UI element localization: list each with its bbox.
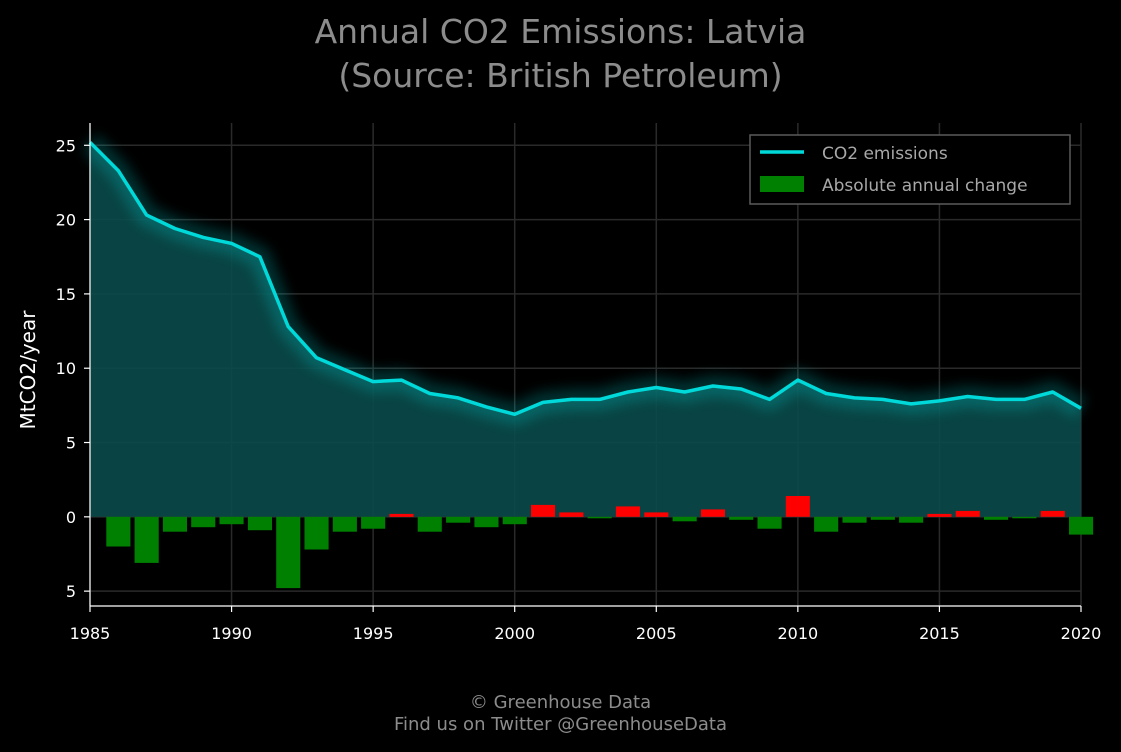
y-tick-label-20: 20: [56, 211, 76, 230]
footer: © Greenhouse Data Find us on Twitter @Gr…: [0, 692, 1121, 736]
change-bar-2020: [1069, 516, 1094, 535]
legend-box: [749, 134, 1071, 205]
area-fill: [90, 142, 1081, 517]
change-bar-1998: [446, 516, 471, 523]
y-tick-label-5: 5: [66, 434, 76, 453]
footer-twitter: Find us on Twitter @GreenhouseData: [393, 714, 728, 735]
change-bar-2004: [615, 506, 640, 517]
x-tick-label-2010: 2010: [777, 624, 818, 643]
change-bar-1987: [134, 516, 159, 563]
change-bar-2014: [899, 516, 924, 523]
axes: 1985 1990 1995 2000 2005 2010 2015 2020 5 0 5 10 15 2…: [56, 123, 1102, 643]
change-bar-1991: [247, 516, 272, 531]
legend-label-change: Absolute annual change: [822, 176, 1028, 196]
change-bar-2001: [531, 504, 556, 517]
change-bar-1990: [219, 516, 244, 525]
x-tick-label-2020: 2020: [1061, 624, 1102, 643]
change-bar-2008: [729, 516, 754, 520]
y-tick-label-10: 10: [56, 359, 76, 378]
x-tick-label-2005: 2005: [636, 624, 677, 643]
change-bar-2007: [700, 509, 725, 517]
change-bar-1986: [106, 516, 131, 547]
y-tick-label-25: 25: [56, 136, 76, 155]
change-bars: [106, 496, 1094, 589]
change-bar-2009: [757, 516, 782, 529]
chart-title: Annual CO2 Emissions: Latvia (Source: Br…: [0, 10, 1121, 98]
legend-bar-swatch: [760, 176, 804, 192]
chart-title-line1: Annual CO2 Emissions: Latvia: [314, 12, 807, 51]
change-bar-1995: [361, 516, 386, 529]
change-bar-2019: [1040, 510, 1065, 517]
change-bar-2011: [814, 516, 839, 532]
change-bar-1999: [474, 516, 499, 528]
legend: CO2 emissions Absolute annual change: [749, 134, 1071, 205]
change-bar-2002: [559, 512, 584, 517]
x-tick-label-1990: 1990: [211, 624, 252, 643]
change-bar-2012: [842, 516, 867, 523]
change-bar-2003: [587, 516, 612, 519]
legend-label-emissions: CO2 emissions: [822, 144, 948, 164]
emissions-line: [82, 134, 1087, 426]
x-tick-label-1985: 1985: [70, 624, 111, 643]
x-tick-label-1995: 1995: [353, 624, 394, 643]
change-bar-1992: [276, 516, 301, 589]
chart-subtitle: (Source: British Petroleum): [338, 56, 783, 95]
change-bar-1993: [304, 516, 329, 550]
change-bar-2018: [1012, 516, 1037, 519]
emissions-area: [90, 142, 1081, 517]
change-bar-2005: [644, 512, 669, 517]
change-bar-1988: [162, 516, 187, 532]
y-tick-label-0: 0: [66, 508, 76, 527]
change-bar-2016: [955, 510, 980, 517]
y-axis-label: MtCO2/year: [16, 310, 40, 430]
change-bar-2017: [984, 516, 1009, 520]
x-tick-label-2000: 2000: [494, 624, 535, 643]
change-bar-1997: [417, 516, 442, 532]
change-bar-2000: [502, 516, 527, 525]
change-bar-2015: [927, 513, 952, 517]
change-bar-2010: [785, 496, 810, 517]
x-tick-label-2015: 2015: [919, 624, 960, 643]
y-tick-label--5: 5: [66, 582, 76, 601]
change-bar-1994: [332, 516, 357, 532]
y-tick-label-15: 15: [56, 285, 76, 304]
footer-copyright: © Greenhouse Data: [469, 692, 652, 713]
change-bar-2013: [870, 516, 895, 520]
change-bar-1989: [191, 516, 216, 528]
emissions-line-path: [88, 141, 1082, 417]
change-bar-1996: [389, 513, 414, 517]
change-bar-2006: [672, 516, 697, 522]
